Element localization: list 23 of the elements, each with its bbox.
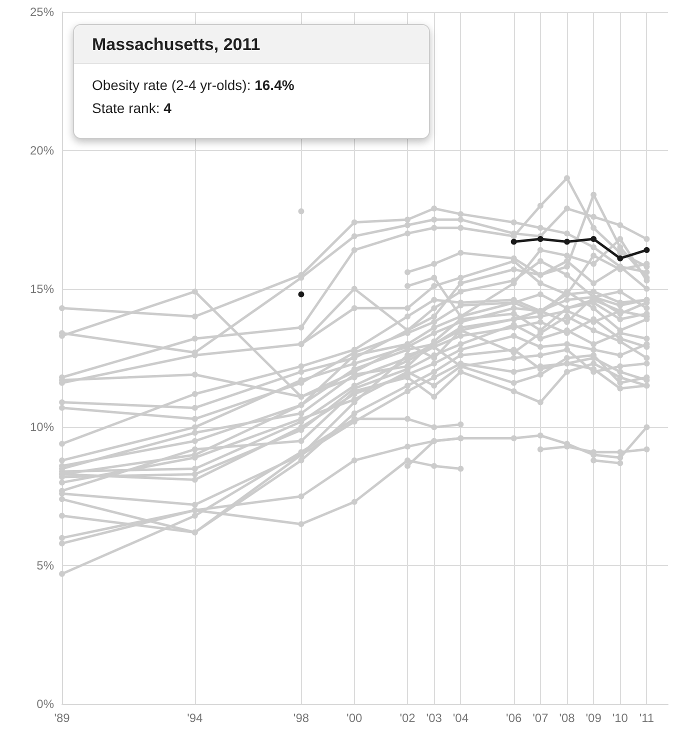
x-tick-label: '10 bbox=[612, 711, 628, 725]
x-tick-label: '98 bbox=[293, 711, 310, 725]
x-tick-label: '11 bbox=[639, 711, 654, 725]
x-tick-label: '02 bbox=[400, 711, 416, 725]
x-tick-label: '00 bbox=[346, 711, 363, 725]
annotation: Obesity rate (2-4 yr-olds): 16.4% bbox=[92, 76, 296, 95]
y-tick-label: 20% bbox=[30, 143, 54, 158]
x-tick-label: '06 bbox=[506, 711, 522, 725]
annotation: Massachusetts, 2011 bbox=[74, 25, 429, 64]
x-tick-label: '09 bbox=[586, 711, 602, 725]
x-tick-label: '07 bbox=[532, 711, 549, 725]
x-tick-label: '89 bbox=[54, 711, 70, 725]
x-tick-label: '04 bbox=[452, 711, 469, 725]
annotation: State rank: 4 bbox=[92, 99, 172, 118]
y-tick-label: 15% bbox=[30, 282, 54, 296]
y-tick-label: 5% bbox=[36, 558, 54, 573]
y-tick-label: 10% bbox=[30, 420, 54, 434]
y-tick-label: 0% bbox=[36, 697, 54, 711]
y-tick-label: 25% bbox=[30, 5, 54, 19]
x-tick-label: '94 bbox=[187, 711, 204, 725]
x-tick-label: '08 bbox=[559, 711, 576, 725]
tooltip-card: Massachusetts, 2011 Obesity rate (2-4 yr-olds): 16.4% State rank: 4 bbox=[73, 24, 430, 139]
x-tick-label: '03 bbox=[426, 711, 442, 725]
